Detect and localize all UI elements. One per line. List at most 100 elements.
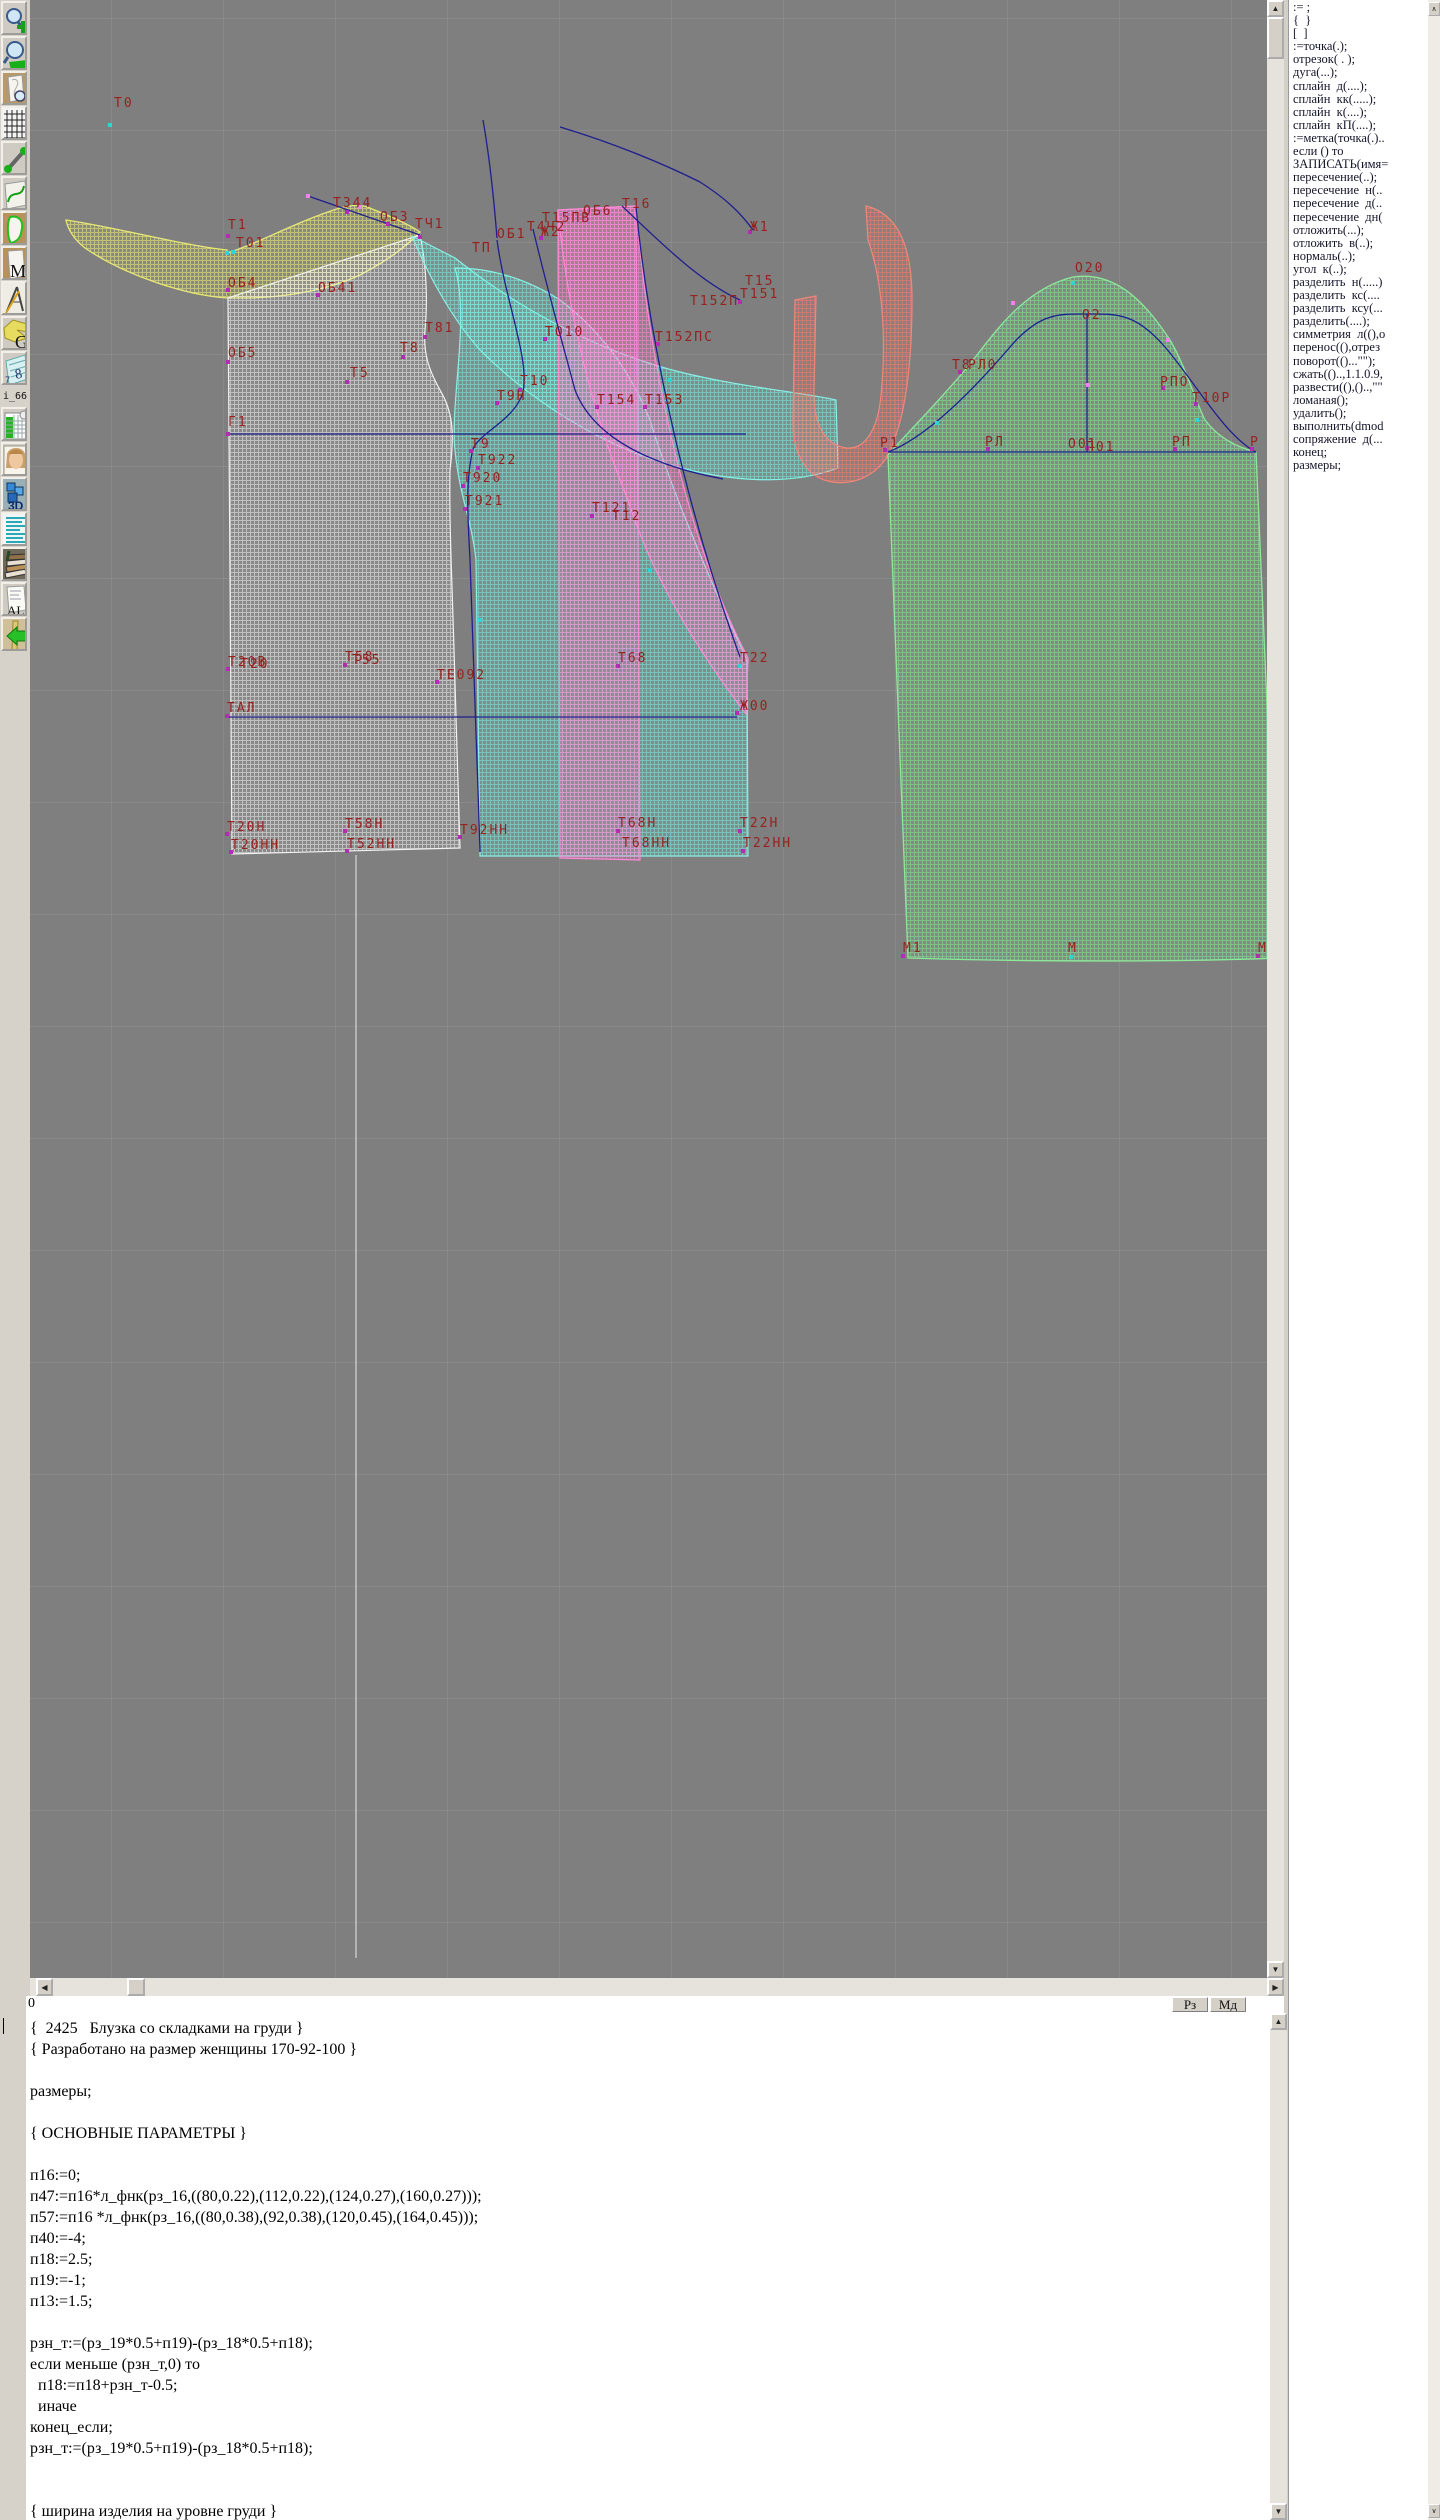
canvas-point[interactable]: [741, 849, 745, 853]
code-scroll-up-icon[interactable]: ▲: [1270, 2013, 1287, 2030]
canvas-point[interactable]: [226, 234, 230, 238]
piece-pleat-horn-pink[interactable]: [557, 205, 749, 716]
i66-label[interactable]: i_66: [2, 390, 28, 402]
scroll-right-icon[interactable]: ▶: [1267, 1978, 1284, 1996]
canvas-point[interactable]: [738, 300, 742, 304]
md-button[interactable]: Мд: [1210, 1997, 1246, 2012]
panel-scroll-down-icon[interactable]: ∨: [1428, 2504, 1440, 2518]
alg-icon[interactable]: ALG: [1, 582, 27, 616]
canvas-point[interactable]: [418, 235, 422, 239]
canvas-hscrollbar[interactable]: ◀ ▶: [30, 1978, 1284, 1996]
canvas-point[interactable]: [316, 293, 320, 297]
canvas-point[interactable]: [935, 421, 939, 425]
canvas-point[interactable]: [345, 210, 349, 214]
canvas-point[interactable]: [1166, 338, 1170, 342]
preview-icon[interactable]: [1, 71, 27, 105]
books-icon[interactable]: [1, 547, 27, 581]
canvas-point[interactable]: [358, 205, 362, 209]
canvas-point[interactable]: [748, 230, 752, 234]
canvas-point[interactable]: [735, 711, 739, 715]
canvas-point[interactable]: [738, 829, 742, 833]
canvas-point[interactable]: [1011, 301, 1015, 305]
command-list-panel[interactable]: := ; { } [ ] :=точка(.); отрезок( . ); д…: [1288, 0, 1429, 2520]
canvas-point[interactable]: [226, 288, 230, 292]
zoom-region-icon[interactable]: [1, 36, 27, 70]
contour-icon[interactable]: [1, 211, 27, 245]
canvas-point[interactable]: [648, 568, 652, 572]
canvas-point[interactable]: [668, 378, 672, 382]
table-icon[interactable]: [1, 407, 27, 441]
canvas-point[interactable]: [1250, 447, 1254, 451]
canvas-point[interactable]: [543, 337, 547, 341]
canvas-point[interactable]: [458, 835, 462, 839]
grid-icon[interactable]: [1, 106, 27, 140]
canvas-point[interactable]: [306, 194, 310, 198]
canvas-point[interactable]: [1069, 955, 1073, 959]
vscroll-thumb[interactable]: [1267, 17, 1284, 59]
canvas-point[interactable]: [616, 829, 620, 833]
canvas-point[interactable]: [616, 664, 620, 668]
canvas-point[interactable]: [345, 380, 349, 384]
canvas-point[interactable]: [495, 401, 499, 405]
canvas-point[interactable]: [423, 335, 427, 339]
pattern-g-icon[interactable]: G: [1, 316, 27, 350]
canvas-point[interactable]: [225, 714, 229, 718]
canvas-point[interactable]: [226, 432, 230, 436]
portrait-icon[interactable]: [1, 442, 27, 476]
canvas-vscrollbar[interactable]: ▲ ▼: [1267, 0, 1284, 1978]
canvas-point[interactable]: [656, 342, 660, 346]
canvas-point[interactable]: [539, 236, 543, 240]
canvas-point[interactable]: [901, 954, 905, 958]
canvas-point[interactable]: [738, 664, 742, 668]
zoom-in-icon[interactable]: [1, 1, 27, 35]
canvas-point[interactable]: [518, 388, 522, 392]
canvas-point[interactable]: [1256, 954, 1260, 958]
canvas-point[interactable]: [595, 405, 599, 409]
scroll-left-icon[interactable]: ◀: [36, 1978, 53, 1996]
canvas-point[interactable]: [1161, 386, 1165, 390]
rz-button[interactable]: Рз: [1172, 1997, 1208, 2012]
drawing-canvas[interactable]: Т0 Т1 Т01 ОБ4 ОБ41 ОБ5 Т5 Г1 Т344 ОБ3 ТЧ1 Т81 Т8 ТП ОБ…: [30, 0, 1279, 1978]
code-vscrollbar[interactable]: ▲ ▼: [1270, 2013, 1287, 2520]
canvas-point[interactable]: [225, 251, 229, 255]
canvas-point[interactable]: [345, 849, 349, 853]
hscroll-thumb[interactable]: [127, 1978, 145, 1996]
panel-scroll-up-icon[interactable]: ∧: [1428, 2, 1440, 16]
canvas-point[interactable]: [883, 448, 887, 452]
piece-back-white[interactable]: [227, 234, 461, 855]
canvas-point[interactable]: [108, 123, 112, 127]
canvas-point[interactable]: [226, 360, 230, 364]
spline-icon[interactable]: [1, 176, 27, 210]
canvas-point[interactable]: [643, 405, 647, 409]
canvas-point[interactable]: [1071, 281, 1075, 285]
canvas-point[interactable]: [478, 618, 482, 622]
canvas-point[interactable]: [1085, 446, 1089, 450]
canvas-point[interactable]: [461, 484, 465, 488]
piece-hook-red[interactable]: [792, 205, 913, 484]
list-icon[interactable]: [1, 512, 27, 546]
exit-icon[interactable]: [1, 617, 27, 651]
canvas-point[interactable]: [231, 250, 235, 254]
canvas-point[interactable]: [386, 222, 390, 226]
canvas-point[interactable]: [1086, 383, 1090, 387]
3d-icon[interactable]: 3D: [1, 477, 27, 511]
canvas-point[interactable]: [225, 832, 229, 836]
panel-vscrollbar[interactable]: ∧ ∨: [1428, 0, 1440, 2520]
canvas-point[interactable]: [1173, 447, 1177, 451]
canvas-point[interactable]: [590, 514, 594, 518]
canvas-point[interactable]: [476, 466, 480, 470]
scroll-up-icon[interactable]: ▲: [1267, 0, 1284, 17]
canvas-point[interactable]: [463, 507, 467, 511]
canvas-point[interactable]: [958, 370, 962, 374]
canvas-point[interactable]: [1195, 418, 1199, 422]
canvas-point[interactable]: [469, 449, 473, 453]
pattern-m-icon[interactable]: M: [1, 246, 27, 280]
canvas-point[interactable]: [343, 829, 347, 833]
canvas-point[interactable]: [435, 680, 439, 684]
scroll-down-icon[interactable]: ▼: [1267, 1961, 1284, 1978]
canvas-point[interactable]: [229, 850, 233, 854]
canvas-point[interactable]: [986, 447, 990, 451]
canvas-point[interactable]: [401, 355, 405, 359]
canvas-point[interactable]: [226, 667, 230, 671]
